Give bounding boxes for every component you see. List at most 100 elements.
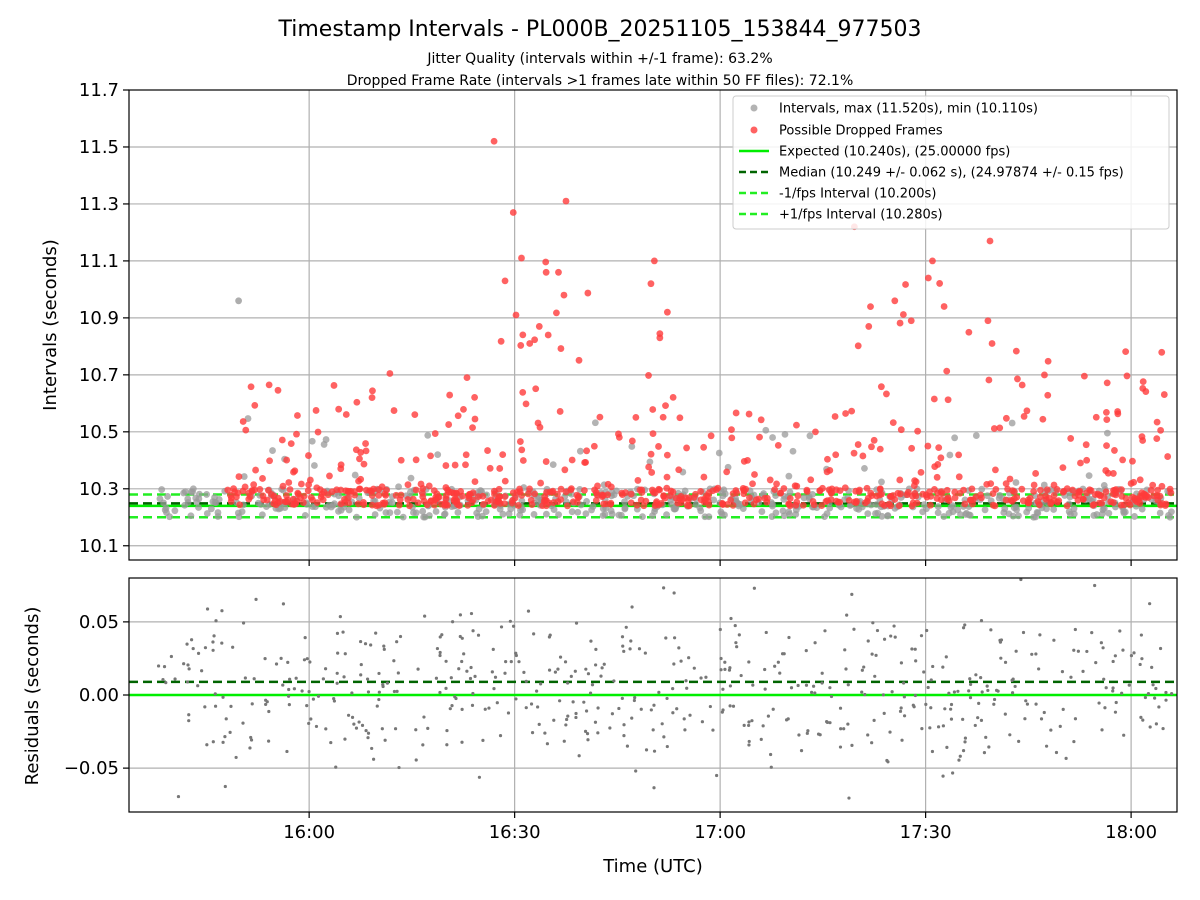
dropped-frame-point xyxy=(785,500,793,508)
interval-point xyxy=(395,483,402,491)
residuals-x-ticks: 16:00 16:30 17:00 17:30 18:00 xyxy=(283,812,1157,843)
residual-point xyxy=(771,707,775,711)
residual-point xyxy=(728,704,732,708)
residual-point xyxy=(416,667,420,671)
residual-point xyxy=(316,694,321,698)
residual-point xyxy=(723,660,727,664)
residual-point xyxy=(820,681,824,685)
residual-point xyxy=(539,682,543,686)
dropped-frame-point xyxy=(442,462,450,469)
dropped-frame-point xyxy=(375,491,383,499)
dropped-frame-point xyxy=(256,486,264,493)
residual-point xyxy=(998,640,1003,644)
dropped-frame-point xyxy=(1014,375,1021,383)
dropped-frame-point xyxy=(412,486,420,494)
dropped-frame-point xyxy=(1010,495,1018,503)
residual-point xyxy=(1101,646,1105,650)
residual-point xyxy=(589,639,593,643)
dropped-frame-point xyxy=(1018,485,1026,493)
interval-point xyxy=(516,511,524,519)
residual-point xyxy=(382,647,386,651)
dropped-frame-point xyxy=(1080,372,1088,380)
residual-point xyxy=(1097,701,1101,705)
residual-point xyxy=(763,687,767,691)
interval-point xyxy=(555,511,562,519)
dropped-frame-point xyxy=(663,473,671,481)
residual-point xyxy=(665,696,669,701)
interval-point xyxy=(184,499,192,506)
dropped-frame-point xyxy=(288,500,295,508)
residual-point xyxy=(787,635,791,640)
dropped-frame-point xyxy=(508,499,516,507)
residual-point xyxy=(499,625,504,629)
interval-point xyxy=(234,509,242,517)
residual-point xyxy=(992,702,996,706)
interval-point xyxy=(681,487,689,495)
dropped-frame-point xyxy=(697,496,705,504)
residual-point xyxy=(870,741,874,745)
residual-point xyxy=(287,687,291,692)
dropped-frame-point xyxy=(799,501,807,509)
dropped-frame-point xyxy=(471,393,479,401)
legend-box xyxy=(732,95,1170,230)
dropped-frame-point xyxy=(955,451,963,459)
dropped-frame-point xyxy=(907,317,915,325)
residual-point xyxy=(902,695,906,699)
residual-point xyxy=(968,677,972,681)
dropped-frame-point xyxy=(1063,502,1071,510)
dropped-frame-point xyxy=(448,488,455,496)
interval-point xyxy=(962,511,970,518)
dropped-frame-point xyxy=(514,502,522,509)
dropped-frame-point xyxy=(464,501,472,509)
dropped-frame-point xyxy=(845,496,853,504)
residual-point xyxy=(899,706,903,710)
dropped-frame-point xyxy=(307,493,315,501)
dropped-frame-point xyxy=(909,499,917,507)
dropped-frame-point xyxy=(870,436,878,444)
interval-point xyxy=(1066,510,1074,518)
residual-point xyxy=(212,634,216,638)
dropped-frame-point xyxy=(517,342,525,349)
residual-point xyxy=(185,642,189,646)
residual-point xyxy=(211,648,215,652)
dropped-frame-point xyxy=(648,486,656,494)
dropped-frame-point xyxy=(1006,475,1014,483)
residual-point xyxy=(1150,665,1154,669)
residual-point xyxy=(924,702,928,706)
dropped-frame-point xyxy=(536,423,544,431)
dropped-frame-point xyxy=(865,323,873,330)
interval-point xyxy=(934,509,942,517)
residual-point xyxy=(1164,690,1168,695)
residual-point xyxy=(187,713,191,717)
dropped-frame-point xyxy=(955,473,963,481)
residual-point xyxy=(454,696,458,701)
dropped-frame-point xyxy=(518,446,526,454)
y-tick-label: 10.3 xyxy=(79,479,119,500)
interval-point xyxy=(762,426,770,434)
residual-point xyxy=(711,728,715,732)
dropped-frame-point xyxy=(297,480,305,488)
dropped-frame-point xyxy=(854,342,862,350)
residual-point xyxy=(481,738,485,743)
interval-point xyxy=(792,510,800,518)
dropped-frame-point xyxy=(330,382,338,389)
dropped-frame-point xyxy=(1032,470,1040,477)
dropped-frame-point xyxy=(1092,413,1100,421)
dropped-frame-point xyxy=(622,489,629,497)
dropped-frame-point xyxy=(876,491,883,499)
dropped-frame-point xyxy=(1141,491,1149,499)
dropped-frame-point xyxy=(360,460,368,468)
residual-point xyxy=(1054,750,1059,755)
dropped-frame-point xyxy=(599,492,607,499)
dropped-frame-point xyxy=(707,432,715,440)
legend-entry-expected: Expected (10.240s), (25.00000 fps) xyxy=(739,145,1010,160)
interval-point xyxy=(214,513,222,520)
residual-point xyxy=(630,605,634,609)
dropped-frame-point xyxy=(746,494,753,502)
dropped-frame-point xyxy=(1100,494,1108,502)
dropped-frame-point xyxy=(519,388,527,396)
residuals-panel: 0.050.00−0.05 16:00 16:30 17:00 17:30 18:00 … xyxy=(22,577,1178,877)
residual-point xyxy=(804,683,809,687)
residual-point xyxy=(677,646,681,650)
residual-point xyxy=(369,643,373,647)
